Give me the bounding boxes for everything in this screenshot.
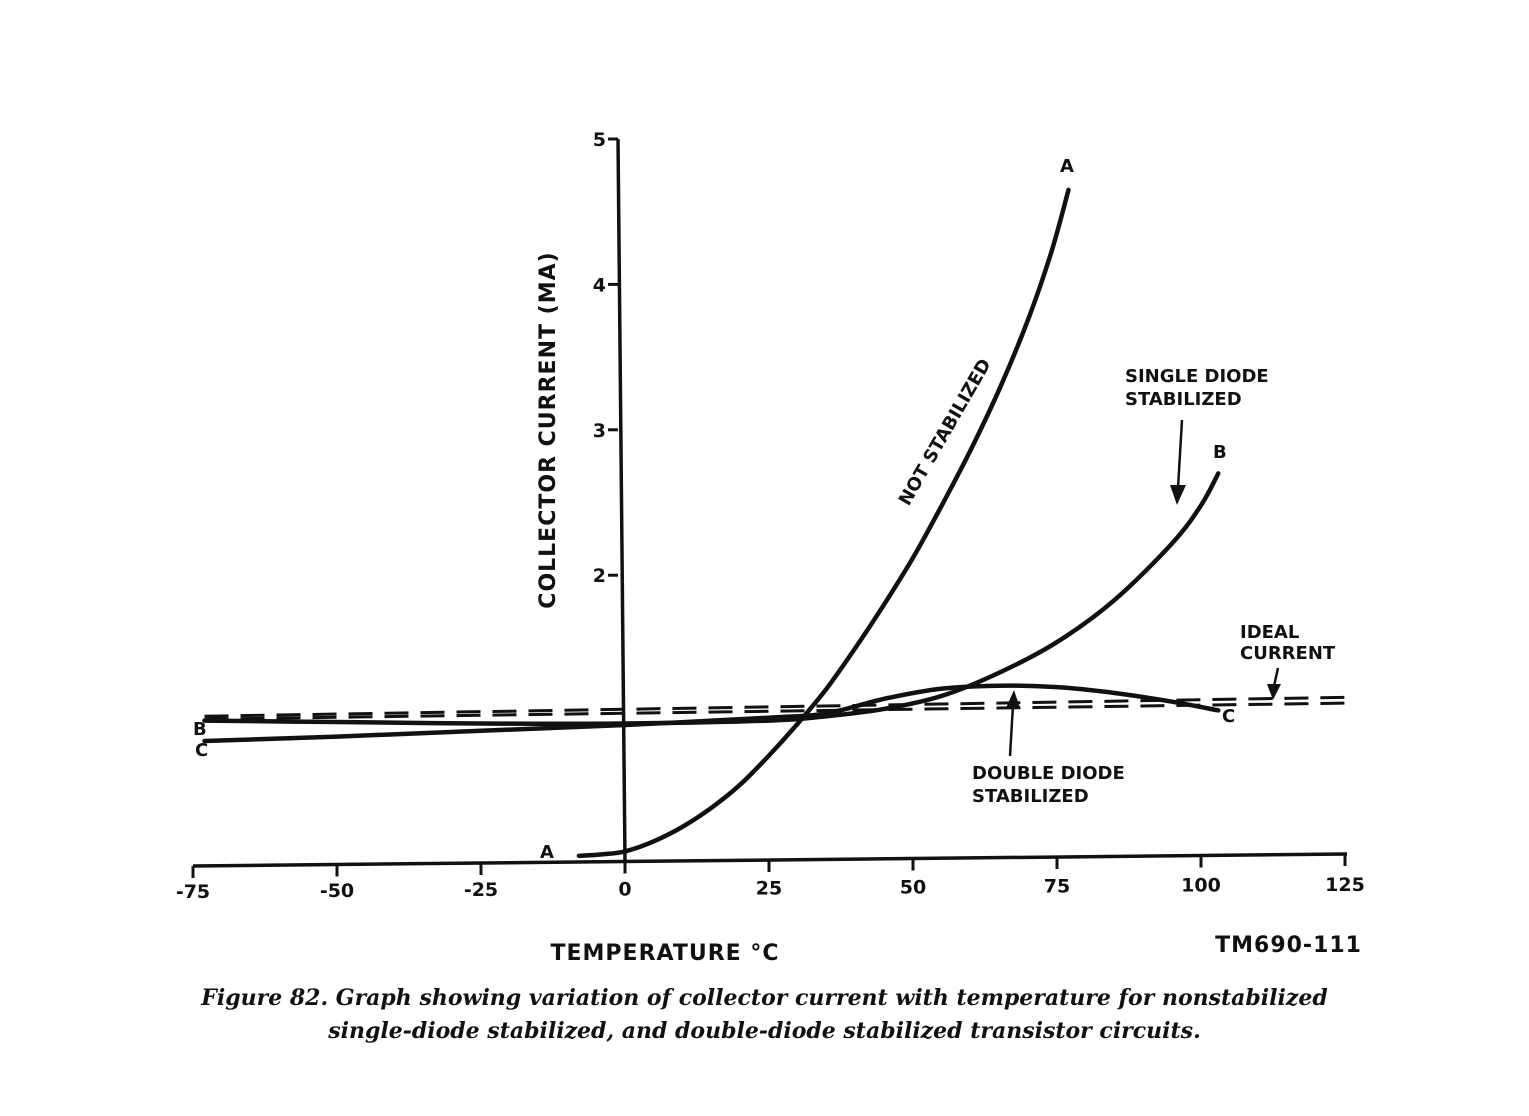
x-tick-label: -50 — [320, 880, 354, 902]
y-ticks: 2 3 4 5 — [593, 129, 618, 587]
label-b-start: B — [193, 719, 207, 740]
x-tick-label: -75 — [176, 881, 210, 903]
figure-id: TM690-111 — [1215, 933, 1362, 958]
x-tick-label: -25 — [464, 879, 498, 901]
annotation-double-diode-line1: DOUBLE DIODE — [972, 763, 1125, 784]
annotation-ideal-line2: CURRENT — [1240, 643, 1336, 664]
x-tick-label: 25 — [756, 877, 782, 899]
annotation-single-diode-line2: STABILIZED — [1125, 389, 1242, 410]
y-tick-label: 2 — [593, 565, 606, 587]
y-tick-label: 4 — [593, 274, 606, 296]
double-diode-arrow-head — [1006, 690, 1020, 708]
x-tick-label: 125 — [1325, 874, 1365, 896]
ideal-arrow-head — [1267, 684, 1281, 700]
label-c-end: C — [1222, 706, 1235, 727]
annotation-double-diode-line2: STABILIZED — [972, 786, 1089, 807]
single-diode-arrow-head — [1170, 485, 1186, 505]
x-axis-title: TEMPERATURE °C — [551, 941, 780, 966]
double-diode-arrow-line — [1008, 704, 1015, 757]
series-not-stabilized-line — [576, 187, 1071, 859]
x-tick-label: 50 — [900, 877, 926, 899]
caption-line-2: single-diode stabilized, and double-diod… — [328, 1018, 1201, 1044]
x-tick-label: 75 — [1044, 876, 1070, 898]
series-ideal-current-line — [204, 695, 1346, 718]
x-tick-label: 100 — [1181, 875, 1221, 897]
series-ideal-current-line — [204, 701, 1346, 721]
y-tick-label: 5 — [593, 129, 606, 151]
y-axis-title: COLLECTOR CURRENT (MA) — [536, 251, 561, 608]
ideal-arrow-line — [1272, 667, 1280, 687]
y-tick-label: 3 — [593, 420, 606, 442]
label-a-start: A — [540, 842, 554, 863]
single-diode-arrow-line — [1176, 419, 1184, 489]
series-double-diode-stabilized-line — [202, 683, 1221, 744]
annotation-single-diode-line1: SINGLE DIODE — [1125, 366, 1269, 387]
x-tick-label: 0 — [618, 878, 631, 900]
annotation-ideal-line1: IDEAL — [1240, 622, 1299, 643]
caption-line-1: Figure 82. Graph showing variation of co… — [201, 985, 1328, 1011]
label-b-end: B — [1213, 442, 1227, 463]
label-a-end: A — [1060, 156, 1074, 177]
series-layer — [202, 187, 1346, 859]
x-ticks: -75 -50 -25 0 25 50 75 100 125 — [176, 854, 1365, 903]
label-c-start: C — [195, 740, 208, 761]
y-axis — [616, 138, 627, 863]
